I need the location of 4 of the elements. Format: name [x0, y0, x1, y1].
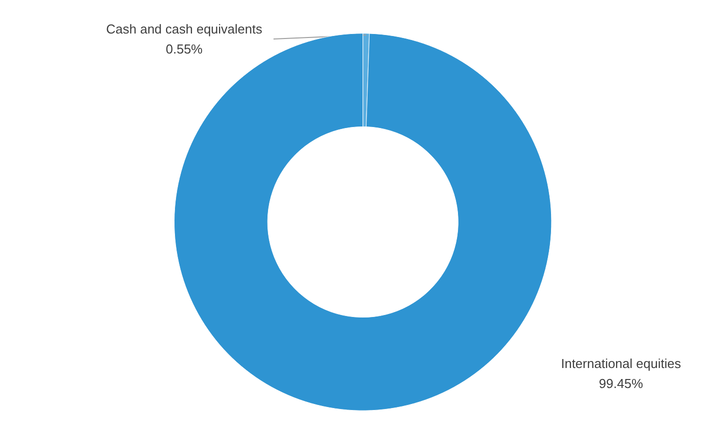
- slice-label: International equities: [560, 356, 682, 372]
- data-label: 99.45%: [598, 376, 644, 391]
- data-label: 0.55%: [166, 41, 204, 56]
- slice-label: Cash and cash equivalents: [106, 22, 263, 37]
